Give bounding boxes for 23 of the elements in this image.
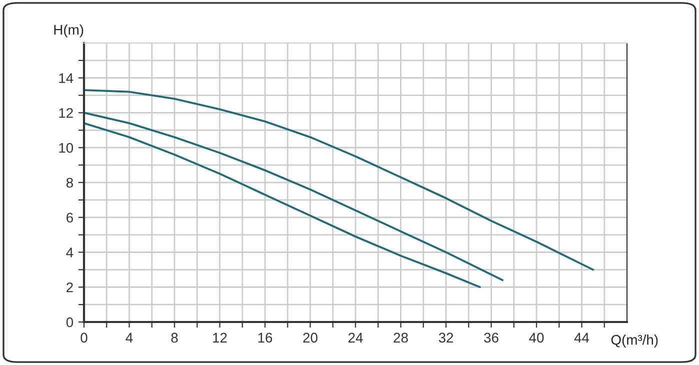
x-tick-label: 32 [438, 332, 454, 343]
x-tick-label: 12 [213, 332, 227, 342]
line-series [84, 89, 594, 271]
y-tick-label: 14 [59, 73, 74, 83]
x-tick-label: 40 [529, 332, 544, 343]
y-tick-label: 8 [66, 178, 73, 188]
y-axis-title: H(m) [54, 24, 84, 38]
x-tick-label: 20 [303, 332, 318, 343]
y-tick-label: 12 [59, 108, 73, 118]
x-tick-label: 44 [574, 332, 590, 342]
x-tick-label: 24 [348, 332, 363, 342]
y-tick-label: 0 [66, 317, 74, 328]
x-tick-label: 0 [80, 332, 88, 343]
x-tick-label: 28 [394, 332, 408, 343]
y-tick-label: 4 [66, 248, 74, 258]
x-tick-label: 4 [126, 332, 133, 342]
x-axis-title: Q(m³/h) [611, 334, 658, 348]
x-tick-label: 36 [484, 332, 498, 343]
x-tick-label: 16 [258, 332, 272, 343]
y-tick-label: 6 [66, 212, 73, 223]
y-tick-label: 10 [59, 142, 74, 153]
x-tick-label: 8 [171, 332, 178, 343]
y-tick-label: 2 [66, 282, 73, 292]
